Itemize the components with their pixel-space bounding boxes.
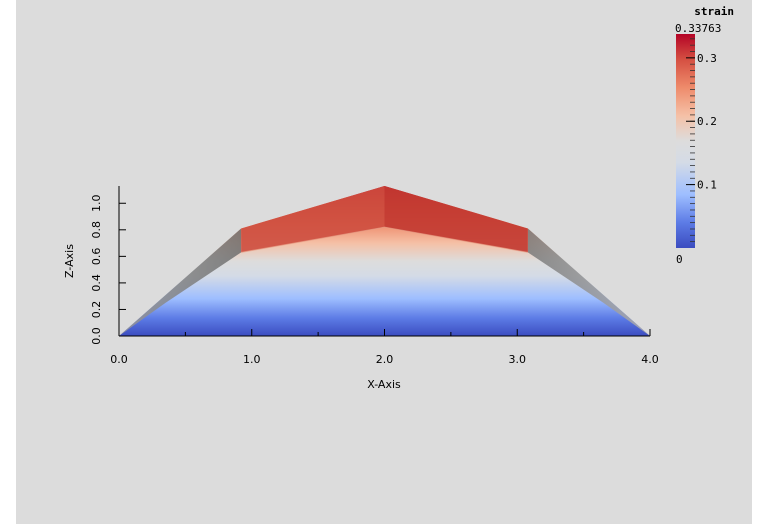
colorbar: 0.3 0.2 0.1 strain 0.33763 0 — [675, 5, 734, 266]
z-axis-title: Z-Axis — [63, 244, 76, 278]
x-axis-title: X-Axis — [367, 378, 401, 391]
colorbar-tick-label: 0.1 — [697, 179, 717, 192]
left-side-face — [119, 228, 242, 336]
top-left-facet — [241, 186, 385, 253]
top-right-facet — [384, 186, 528, 253]
colorbar-min-label: 0 — [676, 253, 683, 266]
colorbar-tick-label: 0.3 — [697, 52, 717, 65]
z-tick-label: 0.8 — [90, 221, 103, 239]
x-tick-label: 2.0 — [376, 353, 394, 366]
x-tick-label: 0.0 — [110, 353, 128, 366]
colorbar-tick-label: 0.2 — [697, 115, 717, 128]
z-tick-label: 1.0 — [90, 195, 103, 213]
right-side-face — [527, 228, 650, 336]
colorbar-title: strain — [694, 5, 734, 18]
render-viewport[interactable]: 0.0 1.0 2.0 3.0 4.0 0.0 0.2 0.4 0.6 0.8 1.0 X-Axis Z… — [16, 0, 752, 524]
plot-canvas: 0.0 1.0 2.0 3.0 4.0 0.0 0.2 0.4 0.6 0.8 1.0 X-Axis Z… — [63, 5, 734, 391]
x-tick-label: 3.0 — [509, 353, 527, 366]
back-edge-line — [241, 226, 528, 253]
z-tick-label: 0.0 — [90, 327, 103, 345]
z-tick-label: 0.2 — [90, 301, 103, 319]
z-tick-label: 0.4 — [90, 274, 103, 292]
x-tick-label: 4.0 — [641, 353, 659, 366]
colorbar-max-label: 0.33763 — [675, 22, 721, 35]
z-tick-label: 0.6 — [90, 248, 103, 266]
colorbar-gradient — [676, 34, 695, 248]
x-tick-label: 1.0 — [243, 353, 261, 366]
strain-surface — [119, 186, 650, 336]
